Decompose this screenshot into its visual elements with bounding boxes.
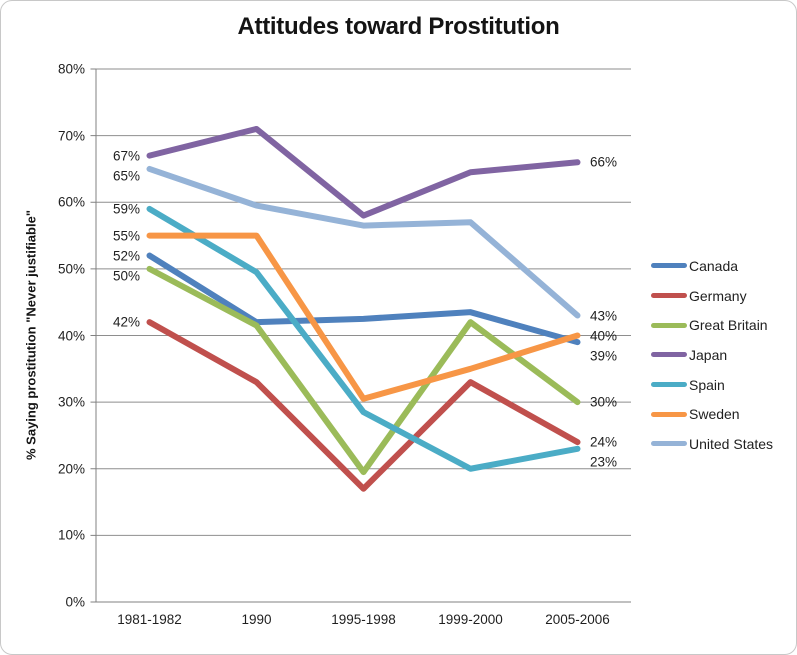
x-tick-label: 1990 bbox=[241, 612, 272, 627]
legend-label: Canada bbox=[689, 257, 739, 274]
legend-label: Spain bbox=[689, 376, 725, 393]
legend-swatch-icon bbox=[651, 293, 687, 299]
legend-item-spain[interactable]: Spain bbox=[651, 370, 796, 400]
chart-title: Attitudes toward Prostitution bbox=[237, 13, 560, 40]
right-data-label-united-states: 43% bbox=[590, 308, 618, 323]
legend-label: Germany bbox=[689, 287, 747, 304]
right-data-label-germany: 24% bbox=[590, 434, 618, 450]
legend-swatch-icon bbox=[651, 411, 687, 417]
legend-item-canada[interactable]: Canada bbox=[651, 251, 796, 281]
legend-item-germany[interactable]: Germany bbox=[651, 281, 796, 311]
legend: Canada Germany Great Britain Japan Spain Swed… bbox=[651, 251, 796, 459]
x-tick-label: 2005-2006 bbox=[545, 612, 610, 627]
left-data-label-spain: 59% bbox=[112, 201, 140, 217]
x-tick-label: 1995-1998 bbox=[331, 612, 396, 627]
legend-swatch-icon bbox=[651, 263, 687, 269]
left-data-label-canada: 52% bbox=[112, 248, 140, 264]
legend-item-japan[interactable]: Japan bbox=[651, 340, 796, 370]
left-data-label-japan: 67% bbox=[112, 148, 140, 164]
x-tick-label: 1981-1982 bbox=[117, 612, 182, 627]
left-data-label-sweden: 55% bbox=[112, 228, 140, 244]
legend-swatch-icon bbox=[651, 441, 687, 447]
y-tick-label: 30% bbox=[57, 394, 85, 410]
y-tick-label: 40% bbox=[57, 328, 85, 343]
series-line-sweden[interactable] bbox=[146, 232, 581, 402]
right-data-label-great-britain: 30% bbox=[590, 394, 618, 410]
y-tick-label: 10% bbox=[57, 527, 85, 543]
legend-label: Sweden bbox=[689, 406, 740, 423]
legend-item-united-states[interactable]: United States bbox=[651, 429, 796, 459]
left-data-label-great-britain: 50% bbox=[112, 268, 140, 284]
y-tick-label: 70% bbox=[57, 128, 85, 144]
right-data-label-canada: 39% bbox=[590, 348, 618, 363]
right-data-label-spain: 23% bbox=[590, 454, 618, 470]
right-data-label-japan: 66% bbox=[590, 154, 618, 170]
series-line-japan[interactable] bbox=[146, 125, 581, 219]
legend-swatch-icon bbox=[651, 382, 687, 388]
series-line-germany[interactable] bbox=[146, 319, 581, 492]
legend-item-great-britain[interactable]: Great Britain bbox=[651, 310, 796, 340]
y-tick-label: 80% bbox=[57, 61, 85, 77]
legend-item-sweden[interactable]: Sweden bbox=[651, 399, 796, 429]
series-line-spain[interactable] bbox=[146, 205, 581, 472]
y-tick-label: 0% bbox=[65, 594, 85, 610]
left-data-label-united-states: 65% bbox=[112, 168, 140, 184]
left-data-label-germany: 42% bbox=[112, 314, 140, 330]
y-tick-label: 60% bbox=[57, 194, 85, 210]
legend-swatch-icon bbox=[651, 352, 687, 358]
y-tick-label: 20% bbox=[57, 461, 85, 477]
legend-label: United States bbox=[689, 435, 774, 452]
legend-label: Great Britain bbox=[689, 317, 768, 334]
series-line-canada[interactable] bbox=[146, 252, 581, 346]
legend-label: Japan bbox=[689, 346, 728, 363]
y-tick-label: 50% bbox=[57, 261, 85, 277]
series-line-great-britain[interactable] bbox=[146, 265, 581, 476]
legend-swatch-icon bbox=[651, 322, 687, 328]
series-line-united-states[interactable] bbox=[146, 165, 581, 319]
x-tick-label: 1999-2000 bbox=[438, 612, 503, 627]
right-data-label-sweden: 40% bbox=[590, 328, 618, 343]
